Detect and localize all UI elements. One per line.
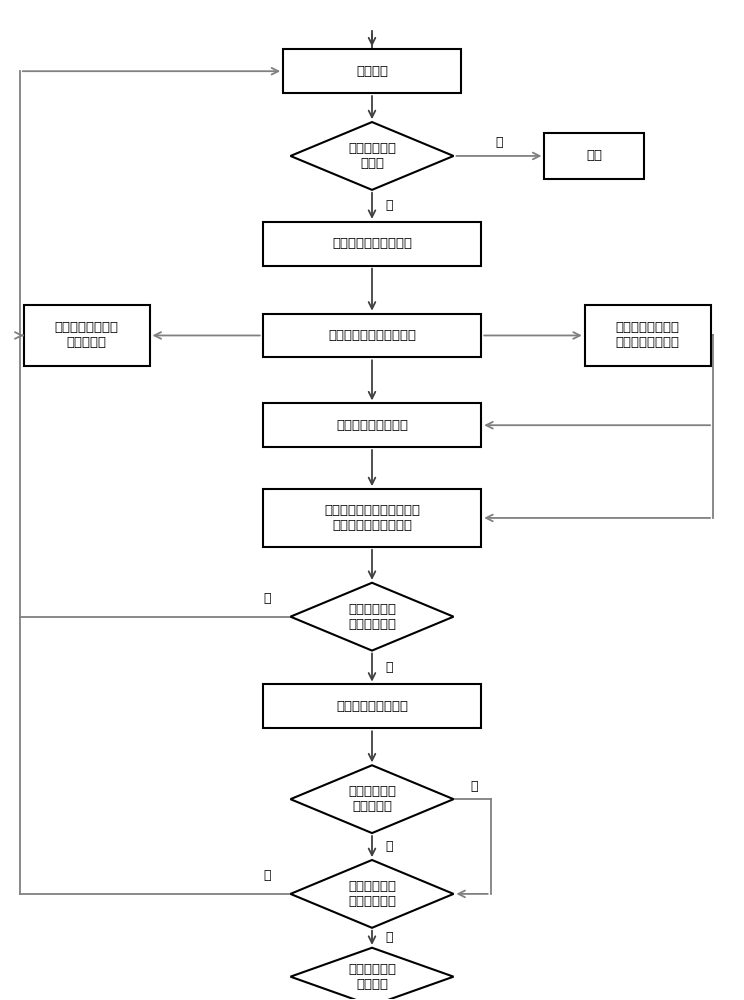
Bar <box>263 222 481 266</box>
Bar <box>263 489 481 547</box>
Text: 是否到达轨道
预定运行时间: 是否到达轨道 预定运行时间 <box>348 880 396 908</box>
Text: 否: 否 <box>263 592 271 605</box>
Bar <box>283 49 461 93</box>
Text: 否: 否 <box>470 780 478 793</box>
Text: 对目标作物进行测试: 对目标作物进行测试 <box>336 700 408 713</box>
Text: 微控电脑实时识别
近红外图像中作物: 微控电脑实时识别 近红外图像中作物 <box>616 321 680 349</box>
Bar <box>24 305 150 366</box>
Polygon shape <box>290 948 454 1000</box>
Text: 是: 是 <box>263 869 271 882</box>
Polygon shape <box>290 765 454 833</box>
Bar <box>263 684 481 728</box>
Bar <box>545 133 644 179</box>
Text: 按图像处理结果调
整轨道运行: 按图像处理结果调 整轨道运行 <box>54 321 118 349</box>
Polygon shape <box>290 860 454 928</box>
Text: 是: 是 <box>385 840 393 853</box>
Text: 是: 是 <box>385 199 393 212</box>
Text: 设置装置预设运行方案: 设置装置预设运行方案 <box>332 237 412 250</box>
Text: 是否遍历温室
内所有作物: 是否遍历温室 内所有作物 <box>348 785 396 813</box>
Text: 装置启动: 装置启动 <box>356 65 388 78</box>
Text: 电机控制板接收云台实时位
置和待测作物空间坐标: 电机控制板接收云台实时位 置和待测作物空间坐标 <box>324 504 420 532</box>
Text: 轨道按预设方案运行: 轨道按预设方案运行 <box>336 419 408 432</box>
Bar <box>263 403 481 447</box>
Text: 否: 否 <box>496 136 503 149</box>
Text: 检测传感器是
否工作: 检测传感器是 否工作 <box>348 142 396 170</box>
Text: 是: 是 <box>385 661 393 674</box>
Bar <box>263 314 481 357</box>
Text: 判断传感器是
否处于测试点: 判断传感器是 否处于测试点 <box>348 603 396 631</box>
Polygon shape <box>290 122 454 190</box>
Text: 微控电脑接收传感器数据: 微控电脑接收传感器数据 <box>328 329 416 342</box>
Text: 检修: 检修 <box>586 149 603 162</box>
Polygon shape <box>290 583 454 651</box>
Text: 等待到达下次
运行时间: 等待到达下次 运行时间 <box>348 963 396 991</box>
Bar <box>585 305 711 366</box>
Text: 否: 否 <box>385 931 393 944</box>
